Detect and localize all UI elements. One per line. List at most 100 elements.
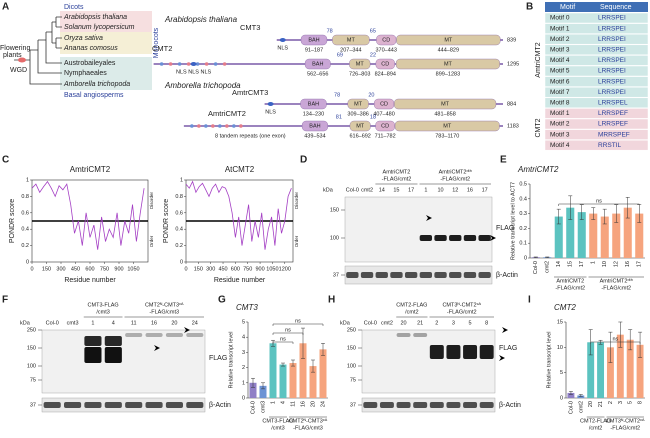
x-tick-label: 1200 [279,266,291,272]
bar [567,392,575,398]
actin-band [125,402,143,408]
group-label: CMT3ᴺ-CMT2ᶜᴬ [606,416,645,424]
y-tick-label: 0.2 [175,243,183,249]
domain [349,58,371,70]
domain [374,98,395,110]
x-tick-label: Col-0 [250,401,256,414]
lane-label: cmt2 [361,187,373,193]
x-tick-label: 150 [194,266,203,272]
domain [300,34,328,46]
motif-sequence: LRRSPEF [598,110,628,117]
domain-range: 134–230 [303,111,324,117]
actin-band [429,402,444,408]
marker-label: 150 [330,207,339,213]
lane-label: 20 [171,320,177,326]
panel-letter: C [2,155,9,166]
flag-band [463,235,477,241]
marker-unit: kDa [20,320,31,326]
motif-name: Motif 5 [550,68,570,75]
actin-band [346,272,359,278]
x-tick-label: 17 [637,261,643,267]
group-label: -FLAG/cmt2 [610,425,640,431]
table-row-bg [544,76,649,87]
error-bar [311,359,315,373]
flag-band [479,345,494,359]
error-bar [625,197,630,219]
group-label: AmtriCMT2 [556,278,584,284]
x-tick-label: 12 [614,261,620,267]
lane-label: 12 [452,187,458,193]
annotation: ns [280,336,286,342]
actin-band [186,402,204,408]
domain-range: 616–692 [349,133,370,139]
lane-label: 16 [467,187,473,193]
x-tick-label: 1 [270,401,276,404]
lane-group: -FLAG/cmt2 [447,309,477,315]
x-tick-label: 4 [280,401,286,404]
actin-band [479,402,494,408]
repeat-dot [211,124,215,128]
bar [600,216,609,258]
group-label: CMT2-FLAG [580,418,611,424]
species-label: Amborella trichopoda [63,81,130,88]
group-label: -FLAG/cmt2 [601,285,631,291]
y-tick-label: 1 [242,380,245,386]
error-bar [261,382,265,390]
motif-name: Motif 7 [550,89,570,96]
table-header-bg [545,2,648,12]
error-bar [578,394,583,397]
x-tick-label: Col-0 [533,261,539,274]
x-tick-label: 5 [628,401,634,404]
lane-label: 1 [424,187,427,193]
actin-band [478,272,491,278]
error-bar [251,377,255,388]
group-label: -FLAG/cmt2 [555,285,585,291]
marker-unit: kDa [340,320,351,326]
error-bar [598,339,603,345]
lane-group: CMT3-FLAG [88,302,119,308]
bar [299,343,307,398]
protein-length: 884 [507,101,516,107]
lane-group: -FLAG/cmt2 [440,176,470,182]
x-tick-label: 24 [320,401,326,407]
x-tick-label: 600 [85,266,94,272]
linker-length: 65 [370,28,376,34]
domain-name: MT [441,101,450,107]
x-tick-label: 15 [568,261,574,267]
domain-name: MT [443,123,452,129]
marker-label: 37 [30,402,36,408]
y-tick-label: 4 [242,335,245,341]
domain-name: BAH [309,123,320,129]
lane-group: -FLAG/cmt2 [382,176,412,182]
y-tick-label: 15 [557,319,563,325]
nls-mark [267,102,274,106]
motif-sequence: LRRSPEI [598,36,626,43]
panel-letter: E [500,155,507,166]
actin-band [404,272,418,278]
lane-label: 11 [131,320,137,326]
pondr-line [31,180,145,250]
nls-mark [279,38,286,42]
group-label: AmtriCMT2ᵈᵗʰ [600,277,633,284]
linker-length: 69 [337,52,343,58]
zone-label: Disorder [149,192,154,210]
domain [300,98,327,110]
bar [626,339,634,398]
arrowhead [490,235,496,241]
error-bar [281,362,285,367]
flag-band [104,347,122,363]
repeat-dot [222,62,227,66]
x-tick-label: 3 [618,401,624,404]
domain [394,120,500,132]
table-row-bg [544,12,649,24]
x-tick-label: 450 [71,266,80,272]
lane-label: 17 [408,187,414,193]
arrowhead [184,327,190,333]
lane-group: /cmt2 [405,309,418,315]
table-row-bg [544,118,649,130]
panel-letter: F [2,295,8,306]
domain [395,58,500,70]
repeat-dot [197,124,201,128]
panel-letter: H [328,295,335,306]
domain-name: CD [380,101,388,107]
